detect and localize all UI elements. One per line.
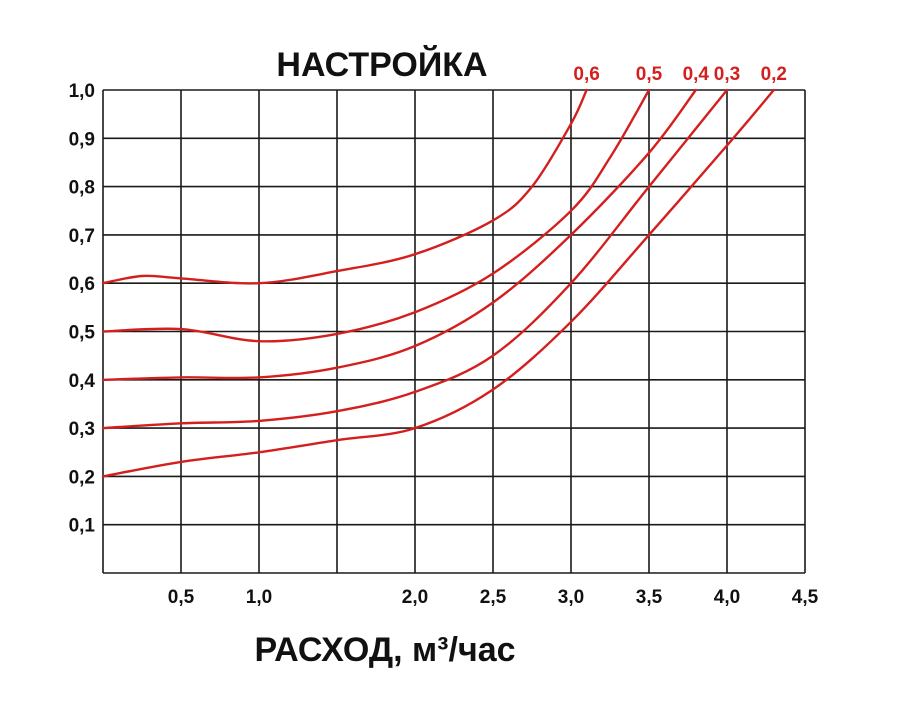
x-axis-label: РАСХОД, м³/час: [254, 631, 515, 669]
y-tick-label: 0,7: [69, 226, 95, 247]
y-tick-label: 0,1: [69, 516, 96, 537]
y-tick-label: 0,8: [69, 178, 95, 199]
series-line-0: [101, 88, 588, 285]
series-line-3: [101, 88, 729, 430]
y-tick-label: 0,6: [69, 274, 95, 295]
x-tick-label: 3,5: [636, 587, 663, 608]
y-tick-label: 1,0: [69, 81, 95, 102]
x-tick-label: 3,0: [558, 587, 584, 608]
x-tick-label: 2,5: [480, 587, 507, 608]
y-tick-label: 0,2: [69, 467, 95, 488]
x-tick-label: 4,0: [714, 587, 740, 608]
y-tick-label: 0,3: [69, 419, 95, 440]
x-tick-label: 1,0: [246, 587, 272, 608]
series-line-4: [101, 88, 775, 478]
series-line-2: [101, 88, 697, 381]
series-label: 0,6: [573, 64, 599, 85]
series-label: 0,4: [683, 64, 710, 85]
chart-title: НАСТРОЙКА: [276, 45, 487, 84]
series-lines: [101, 88, 775, 478]
x-tick-label: 2,0: [402, 587, 428, 608]
series-labels: 0,6 0,5 0,4 0,3 0,2: [573, 64, 787, 85]
series-line-1: [101, 88, 651, 343]
series-label: 0,2: [761, 64, 787, 85]
y-tick-label: 0,9: [69, 129, 95, 150]
series-label: 0,5: [636, 64, 663, 85]
tick-labels: 0,1 0,2 0,3 0,4 0,5 0,6 0,7 0,8 0,9 1,0 0,5 1,0 2,0 2…: [69, 81, 819, 608]
x-tick-label: 0,5: [168, 587, 195, 608]
x-tick-label: 4,5: [792, 587, 819, 608]
y-tick-label: 0,4: [69, 371, 96, 392]
y-tick-label: 0,5: [69, 323, 96, 344]
series-label: 0,3: [714, 64, 740, 85]
grid: [102, 89, 806, 574]
